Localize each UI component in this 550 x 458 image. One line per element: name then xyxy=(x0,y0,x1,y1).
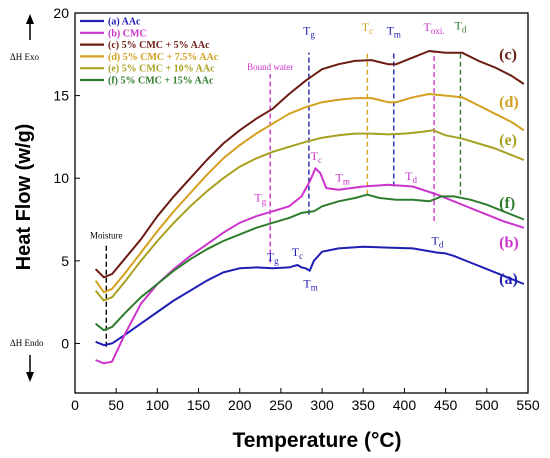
y-tick-label: 5 xyxy=(61,253,69,269)
tick-layer: 0 50 100 150 200 250 300 350 400 450 500 550 0 5 10 15 2… xyxy=(53,5,539,413)
legend-entry: (b) CMC xyxy=(108,28,147,39)
endo-label: ΔH Endo xyxy=(10,338,44,348)
endo-arrow-icon xyxy=(26,355,34,382)
reference-lines: Moisture Bound water xyxy=(90,52,462,347)
transition-label: Td xyxy=(455,19,467,35)
series-tag: (a) xyxy=(499,271,518,288)
x-tick-label: 450 xyxy=(434,397,458,413)
x-tick-label: 550 xyxy=(516,397,540,413)
data-series: (a) (b) (c) (d) (e) (f) xyxy=(94,46,525,365)
y-tick-label: 10 xyxy=(53,170,69,186)
exo-arrow-icon xyxy=(26,14,34,40)
series-tag: (c) xyxy=(499,46,517,63)
x-tick-label: 400 xyxy=(393,397,417,413)
transition-label: Tc xyxy=(311,149,322,165)
plot-frame xyxy=(74,12,529,394)
transition-label: Td xyxy=(405,169,417,185)
series-line xyxy=(94,93,525,294)
x-tick-label: 150 xyxy=(187,397,211,413)
legend-entry: (c) 5% CMC + 5% AAc xyxy=(108,40,210,51)
series-line xyxy=(94,129,525,302)
x-axis-title: Temperature (°C) xyxy=(232,429,401,452)
transition-label: Tm xyxy=(336,171,350,187)
legend: (a) AAc(b) CMC(c) 5% CMC + 5% AAc(d) 5% … xyxy=(80,17,219,87)
legend-entry: (d) 5% CMC + 7.5% AAc xyxy=(108,52,219,63)
series-tag: (d) xyxy=(499,94,519,111)
y-tick-label: 15 xyxy=(53,88,69,104)
x-tick-label: 50 xyxy=(108,397,124,413)
series-line xyxy=(94,50,525,279)
x-tick-label: 500 xyxy=(475,397,499,413)
y-tick-label: 0 xyxy=(61,335,69,351)
reference-line-label: Bound water xyxy=(247,62,293,72)
transition-label: Td xyxy=(431,233,443,249)
reference-line-label: Moisture xyxy=(90,231,123,241)
transition-label: Tc xyxy=(362,20,373,36)
x-tick-label: 200 xyxy=(228,397,252,413)
series-line xyxy=(94,193,525,332)
series-tag: (e) xyxy=(499,132,517,149)
series-tag: (f) xyxy=(499,195,515,212)
y-axis-title: Heat Flow (w/g) xyxy=(13,124,35,271)
transition-label: Tm xyxy=(303,276,317,292)
legend-entry: (e) 5% CMC + 10% AAc xyxy=(108,64,215,75)
legend-entry: (f) 5% CMC + 15% AAc xyxy=(108,76,214,87)
x-tick-label: 0 xyxy=(71,397,79,413)
series-line xyxy=(95,245,525,347)
x-tick-label: 250 xyxy=(269,397,293,413)
transition-label: Tg xyxy=(303,23,315,39)
transition-label: Tg xyxy=(267,250,279,266)
transition-label: Toxi. xyxy=(424,20,445,36)
series-tag: (b) xyxy=(499,235,519,252)
transition-label: Tc xyxy=(292,245,303,261)
y-tick-label: 20 xyxy=(53,5,69,21)
x-tick-label: 350 xyxy=(352,397,376,413)
exo-label: ΔH Exo xyxy=(10,52,40,62)
x-tick-label: 300 xyxy=(310,397,334,413)
transition-label: Tg xyxy=(254,190,266,206)
x-tick-label: 100 xyxy=(146,397,170,413)
transition-label: Tm xyxy=(387,23,401,39)
legend-entry: (a) AAc xyxy=(108,17,141,28)
